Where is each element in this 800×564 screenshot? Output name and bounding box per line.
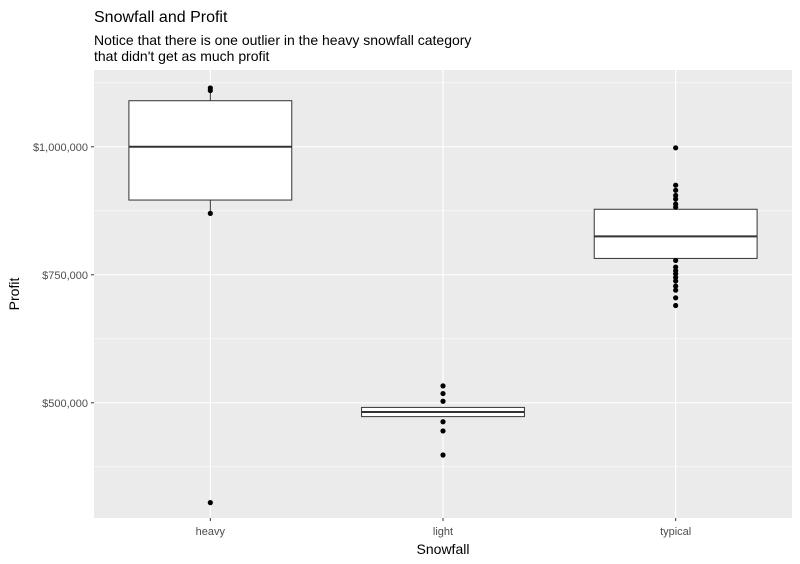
data-point-typical [673, 274, 679, 280]
x-axis: heavy light typical [196, 518, 691, 538]
box-light [361, 406, 525, 418]
data-point-typical [673, 278, 679, 284]
data-point-light [440, 398, 446, 404]
box-iqr [593, 208, 758, 259]
chart-subtitle-line-1: Notice that there is one outlier in the … [94, 32, 471, 48]
box-iqr [128, 100, 293, 201]
data-point-light [440, 452, 446, 458]
data-point-light [440, 383, 446, 389]
chart-title: Snowfall and Profit [94, 9, 228, 26]
y-tick-label: $750,000 [42, 270, 88, 282]
box-typical [593, 208, 758, 259]
data-point-heavy [207, 210, 213, 216]
data-point-typical [673, 145, 679, 151]
y-tick-label: $500,000 [42, 398, 88, 410]
data-point-light [440, 390, 446, 397]
boxes-layer [128, 89, 758, 418]
points-layer [207, 85, 679, 506]
data-point-heavy [207, 85, 213, 91]
y-axis: $500,000 $750,000 $1,000,000 [33, 142, 94, 410]
data-point-typical [673, 192, 679, 199]
chart-subtitle-line-2: that didn't get as much profit [94, 48, 270, 64]
x-tick-label-light: light [433, 526, 453, 538]
data-point-typical [673, 302, 679, 309]
data-point-light [440, 419, 446, 425]
data-point-typical [673, 182, 679, 188]
x-tick-label-heavy: heavy [196, 526, 226, 538]
x-tick-label-typical: typical [660, 526, 691, 538]
data-point-light [440, 428, 446, 434]
data-point-typical [673, 287, 679, 293]
box-heavy [128, 89, 293, 214]
data-point-typical [673, 196, 679, 202]
data-point-heavy [207, 500, 213, 506]
data-point-typical [673, 187, 679, 193]
data-point-typical [673, 264, 679, 270]
data-point-typical [673, 283, 679, 289]
data-point-typical [673, 257, 679, 264]
x-axis-title: Snowfall [417, 541, 470, 557]
y-axis-title: Profit [6, 278, 22, 311]
data-point-typical [673, 204, 679, 210]
data-point-typical [673, 271, 679, 277]
y-tick-label: $1,000,000 [33, 142, 88, 154]
data-point-typical [673, 295, 679, 301]
